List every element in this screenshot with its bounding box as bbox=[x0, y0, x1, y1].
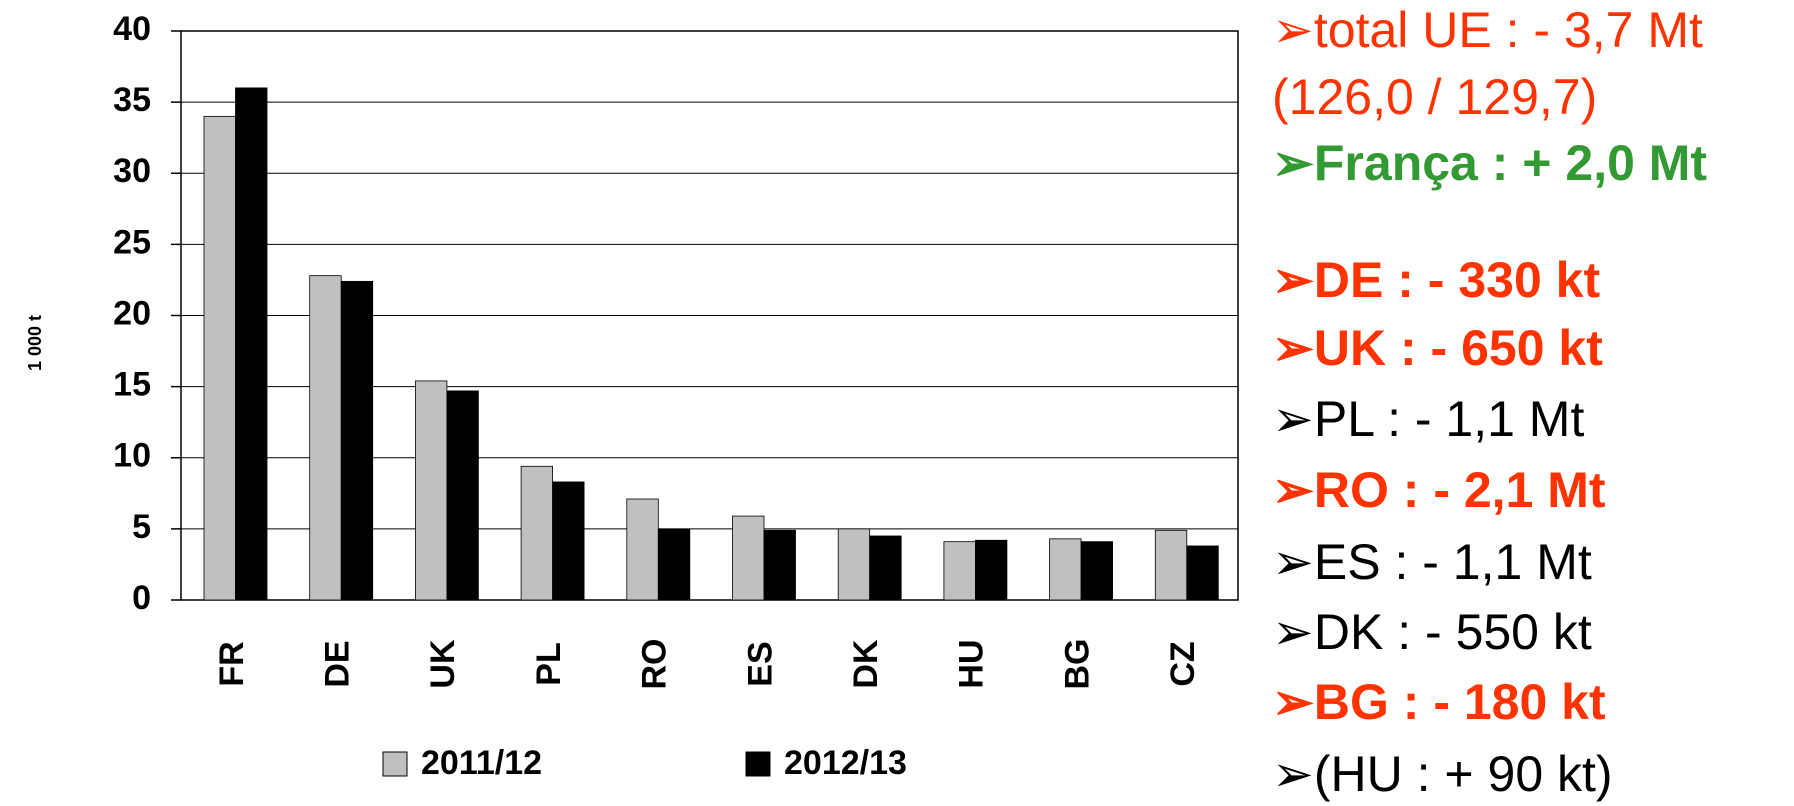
bar bbox=[309, 275, 342, 601]
annotation: ➢DE : - 330 kt bbox=[1272, 252, 1600, 308]
x-tick-label: FR bbox=[213, 641, 251, 686]
bar bbox=[869, 535, 902, 601]
bar bbox=[1080, 541, 1113, 601]
annotation: (126,0 / 129,7) bbox=[1272, 69, 1597, 125]
legend-swatch bbox=[382, 751, 408, 777]
annotation: ➢França : + 2,0 Mt bbox=[1272, 135, 1707, 191]
y-tick-label: 25 bbox=[113, 223, 151, 261]
x-tick-label: DK bbox=[847, 639, 885, 689]
y-tick-label: 0 bbox=[132, 579, 151, 617]
bar bbox=[203, 115, 236, 601]
bar bbox=[732, 515, 765, 601]
y-tick-label: 20 bbox=[113, 294, 151, 332]
bar bbox=[626, 498, 659, 601]
legend-label: 2012/13 bbox=[784, 744, 907, 782]
bar bbox=[657, 528, 691, 601]
y-tick-label: 40 bbox=[113, 10, 151, 48]
x-tick-label: RO bbox=[636, 639, 674, 690]
y-tick-label: 30 bbox=[113, 152, 151, 190]
x-tick-label: PL bbox=[530, 642, 568, 685]
y-axis-label: 1 000 t bbox=[25, 315, 45, 371]
annotation: ➢RO : - 2,1 Mt bbox=[1272, 462, 1606, 518]
bar bbox=[340, 280, 374, 601]
bar bbox=[235, 87, 268, 601]
bar bbox=[975, 539, 1008, 601]
y-tick-label: 10 bbox=[113, 437, 151, 475]
legend-label: 2011/12 bbox=[421, 744, 542, 782]
y-tick-label: 5 bbox=[132, 508, 151, 546]
annotation: ➢ES : - 1,1 Mt bbox=[1272, 534, 1592, 590]
y-tick-label: 35 bbox=[113, 81, 151, 119]
y-tick-label: 15 bbox=[113, 366, 151, 404]
annotation: ➢UK : - 650 kt bbox=[1272, 320, 1603, 376]
bar bbox=[520, 465, 553, 601]
x-tick-label: DE bbox=[319, 640, 357, 687]
annotation: ➢BG : - 180 kt bbox=[1272, 674, 1606, 730]
bar bbox=[1049, 538, 1082, 601]
bar bbox=[1186, 545, 1219, 601]
plot-area bbox=[180, 30, 1239, 601]
legend-swatch bbox=[745, 751, 771, 777]
bar bbox=[763, 529, 796, 601]
annotation: ➢DK : - 550 kt bbox=[1272, 604, 1592, 660]
x-tick-label: CZ bbox=[1164, 641, 1202, 686]
bar bbox=[446, 390, 479, 601]
bar bbox=[943, 541, 976, 601]
annotation: ➢PL : - 1,1 Mt bbox=[1272, 391, 1584, 447]
bar bbox=[1154, 529, 1188, 601]
bar bbox=[414, 380, 448, 601]
bar bbox=[837, 528, 871, 601]
x-tick-label: ES bbox=[741, 641, 779, 686]
annotation: ➢(HU : + 90 kt) bbox=[1272, 746, 1613, 802]
annotation: ➢total UE : - 3,7 Mt bbox=[1272, 2, 1703, 58]
x-tick-label: HU bbox=[953, 639, 991, 688]
x-tick-label: UK bbox=[424, 639, 462, 689]
bar bbox=[552, 481, 585, 601]
x-tick-label: BG bbox=[1058, 639, 1096, 690]
